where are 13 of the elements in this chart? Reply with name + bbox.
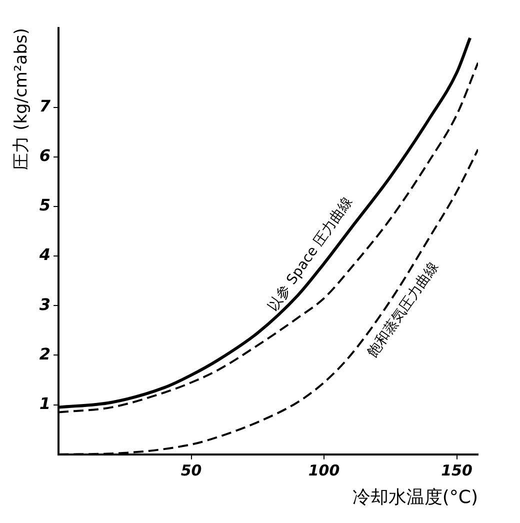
x-axis-title: 冷却水温度(°C) [352, 486, 478, 508]
annotation: 飽和蒸気圧力曲線 [364, 259, 442, 360]
x-tick-label: 100 [308, 461, 340, 480]
x-tick-label: 50 [180, 461, 202, 480]
y-axis-title: 圧力 (kg/cm²abs) [12, 28, 32, 170]
x-tick-label: 150 [441, 461, 472, 480]
y-tick-label: 7 [39, 96, 52, 116]
y-tick-label: 2 [39, 344, 51, 364]
y-tick-label: 4 [38, 245, 51, 264]
y-tick-label: 5 [39, 196, 51, 215]
y-tick-label: 1 [39, 394, 51, 413]
y-tick-label: 3 [39, 294, 51, 314]
y-tick-label: 6 [39, 146, 51, 166]
